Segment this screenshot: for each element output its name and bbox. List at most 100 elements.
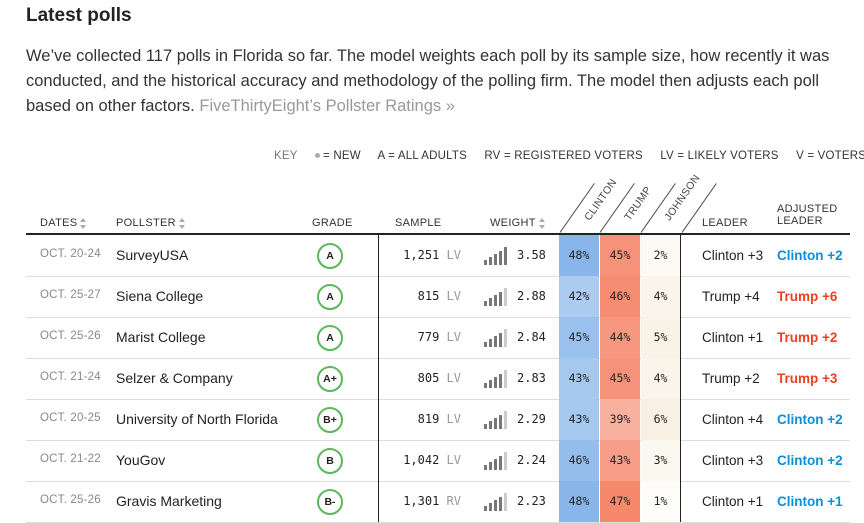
pollster-name[interactable]: YouGov	[116, 452, 166, 468]
adjusted-leader-margin: Trump +3	[777, 371, 838, 386]
table-row[interactable]: OCT. 21-24 Selzer & Company A+ 805 LV 2.83 43…	[26, 358, 850, 400]
weight-value: 3.58	[517, 248, 546, 262]
weight-bar	[489, 339, 492, 347]
weight-value: 2.29	[517, 412, 546, 426]
col-clinton: CLINTON	[582, 176, 620, 223]
weight-bar	[504, 370, 507, 388]
adjusted-leader-margin: Clinton +2	[777, 412, 843, 427]
weight-bar	[484, 301, 487, 306]
pollster-ratings-link[interactable]: FiveThirtyEight’s Pollster Ratings »	[199, 97, 455, 115]
sample-value: 815	[417, 289, 440, 303]
table-row[interactable]: OCT. 20-24 SurveyUSA A 1,251 LV 3.58 48% 45% 2%…	[26, 235, 850, 277]
adjusted-leader-margin: Clinton +2	[777, 453, 843, 468]
pollster-name[interactable]: University of North Florida	[116, 411, 278, 427]
poll-dates: OCT. 20-24	[40, 248, 101, 260]
grade-badge: A	[317, 243, 343, 269]
table-row[interactable]: OCT. 25-27 Siena College A 815 LV 2.88 42% 46%…	[26, 276, 850, 318]
col-leader: LEADER	[702, 217, 748, 229]
intro-text: We’ve collected 117 polls in Florida so …	[26, 47, 830, 115]
clinton-pct: 48%	[559, 481, 599, 522]
pollster-name[interactable]: Selzer & Company	[116, 370, 233, 386]
trump-pct: 45%	[600, 358, 640, 399]
col-grade: GRADE	[312, 217, 353, 229]
column-divider	[680, 358, 681, 399]
sort-icon	[178, 217, 186, 229]
weight-bar	[504, 247, 507, 265]
poll-dates: OCT. 25-27	[40, 289, 101, 301]
weight-bar	[484, 260, 487, 265]
column-divider	[680, 235, 681, 276]
sample-size: 805 LV	[378, 358, 461, 399]
johnson-pct: 1%	[641, 481, 680, 522]
grade-badge: B+	[317, 407, 343, 433]
weight-bar	[489, 503, 492, 511]
pollster-name[interactable]: SurveyUSA	[116, 247, 189, 263]
weight-bars-icon	[484, 370, 508, 388]
grade-badge: B-	[317, 489, 343, 515]
population-type: LV	[446, 330, 461, 344]
pollster-name[interactable]: Marist College	[116, 329, 206, 345]
table-row[interactable]: OCT. 20-25 University of North Florida B+ 8…	[26, 399, 850, 441]
weight-bar	[499, 374, 502, 388]
weight-bar	[504, 411, 507, 429]
clinton-pct: 45%	[559, 317, 599, 358]
column-divider	[680, 440, 681, 481]
pollster-name[interactable]: Gravis Marketing	[116, 493, 222, 509]
weight-bar	[484, 383, 487, 388]
col-adjusted-leader: ADJUSTED LEADER	[777, 203, 837, 227]
table-key: KEY = NEW A = ALL ADULTS RV = REGISTERED…	[274, 150, 864, 162]
column-divider	[680, 276, 681, 317]
sort-icon	[80, 217, 87, 229]
key-new-label: = NEW	[323, 150, 361, 162]
weight-bar	[484, 424, 487, 429]
column-divider	[680, 317, 681, 358]
sample-value: 1,251	[403, 248, 440, 262]
section-title: Latest polls	[26, 5, 132, 26]
column-divider	[680, 399, 681, 440]
trump-pct: 39%	[600, 399, 640, 440]
leader-margin: Trump +4	[702, 289, 760, 304]
weight-value: 2.23	[517, 494, 546, 508]
sample-value: 819	[417, 412, 440, 426]
col-sample: SAMPLE	[395, 217, 442, 229]
sample-size: 819 LV	[378, 399, 461, 440]
trump-pct: 46%	[600, 276, 640, 317]
weight-bar	[494, 500, 497, 511]
weight-bar	[489, 298, 492, 306]
johnson-pct: 4%	[641, 358, 680, 399]
col-weight[interactable]: WEIGHT	[490, 217, 546, 229]
col-pollster[interactable]: POLLSTER	[116, 217, 186, 229]
weight-bar	[499, 415, 502, 429]
leader-margin: Clinton +1	[702, 494, 764, 509]
key-likely-voters: LV = LIKELY VOTERS	[660, 150, 779, 162]
grade-badge: A	[317, 325, 343, 351]
leader-margin: Clinton +4	[702, 412, 764, 427]
grade-badge: B	[317, 448, 343, 474]
pollster-name[interactable]: Siena College	[116, 288, 204, 304]
sample-size: 1,042 LV	[378, 440, 461, 481]
weight-bar	[494, 336, 497, 347]
table-row[interactable]: OCT. 21-22 YouGov B 1,042 LV 2.24 46% 43% 3% Cli…	[26, 440, 850, 482]
col-dates[interactable]: DATES	[40, 217, 87, 229]
leader-margin: Clinton +1	[702, 330, 764, 345]
sample-size: 779 LV	[378, 317, 461, 358]
clinton-pct: 42%	[559, 276, 599, 317]
clinton-pct: 48%	[559, 235, 599, 276]
population-type: LV	[446, 289, 461, 303]
poll-dates: OCT. 21-24	[40, 371, 101, 383]
key-label: KEY	[274, 150, 298, 162]
grade-badge: A+	[317, 366, 343, 392]
weight-value: 2.84	[517, 330, 546, 344]
sample-size: 1,251 LV	[378, 235, 461, 276]
johnson-pct: 3%	[641, 440, 680, 481]
weight-bar	[494, 459, 497, 470]
weight-bar	[504, 493, 507, 511]
sample-value: 805	[417, 371, 440, 385]
table-row[interactable]: OCT. 25-26 Gravis Marketing B- 1,301 RV 2.23…	[26, 481, 850, 523]
weight-bar	[504, 329, 507, 347]
poll-dates: OCT. 21-22	[40, 453, 101, 465]
clinton-pct: 43%	[559, 399, 599, 440]
table-row[interactable]: OCT. 25-26 Marist College A 779 LV 2.84 45% 44…	[26, 317, 850, 359]
col-johnson: JOHNSON	[662, 172, 703, 223]
leader-margin: Trump +2	[702, 371, 760, 386]
